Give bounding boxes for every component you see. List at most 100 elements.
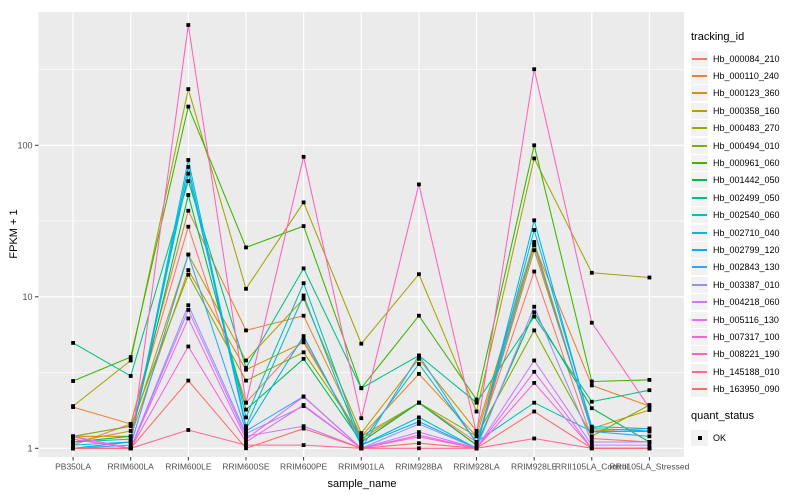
data-point xyxy=(301,296,306,301)
data-point xyxy=(589,406,594,411)
data-point xyxy=(301,394,306,399)
data-point xyxy=(417,356,421,361)
data-point xyxy=(71,446,75,451)
legend-key-line-icon xyxy=(692,388,707,391)
data-point xyxy=(186,87,191,91)
data-point xyxy=(474,441,479,446)
legend-entry: Hb_000084_210 xyxy=(691,50,780,67)
data-point xyxy=(359,443,364,447)
legend-key-line-icon xyxy=(692,318,707,321)
data-point xyxy=(532,269,537,274)
data-point xyxy=(589,383,594,388)
data-point xyxy=(474,429,479,433)
legend-key-line-icon xyxy=(692,370,707,373)
y-tick-label: 1 xyxy=(27,443,32,453)
legend-entry: Hb_008221_190 xyxy=(691,346,780,363)
legend-key-line-icon xyxy=(692,75,707,78)
legend-entry: Hb_000483_270 xyxy=(691,120,780,137)
legend-key-box xyxy=(691,85,708,102)
data-point xyxy=(244,437,248,441)
data-point xyxy=(301,350,306,355)
data-point xyxy=(244,407,248,412)
y-tick-label: 10 xyxy=(22,292,32,302)
data-point xyxy=(128,358,133,363)
legend-key-box xyxy=(691,363,708,380)
legend-key-line-icon xyxy=(692,248,707,251)
y-tick-label: 100 xyxy=(17,140,32,150)
data-point xyxy=(532,143,537,148)
legend-key-box xyxy=(691,311,708,328)
legend-entry: Hb_005116_130 xyxy=(691,311,780,328)
data-point xyxy=(244,446,248,451)
x-tick-label: RRIM928LA xyxy=(453,462,500,472)
data-point xyxy=(417,353,421,358)
legend-entry-label: Hb_008221_190 xyxy=(713,349,780,360)
data-point xyxy=(417,372,421,376)
data-point xyxy=(532,314,537,319)
legend-entry: Hb_000961_060 xyxy=(691,154,780,172)
data-point xyxy=(301,356,306,361)
data-point xyxy=(244,245,248,250)
data-point xyxy=(244,365,248,370)
data-point xyxy=(244,434,248,439)
data-point xyxy=(244,415,248,420)
data-point xyxy=(128,424,133,429)
legend-entry: Hb_002843_130 xyxy=(691,259,780,276)
y-axis-title: FPKM + 1 xyxy=(8,209,20,259)
legend-entry-label: Hb_001442_050 xyxy=(713,175,780,186)
legend-entry: Hb_001442_050 xyxy=(691,172,780,189)
data-point xyxy=(128,355,133,359)
legend-key-box xyxy=(691,155,708,172)
data-point xyxy=(647,388,652,393)
legend-key-line-icon xyxy=(692,57,707,60)
data-point xyxy=(474,409,479,414)
data-point xyxy=(244,440,248,444)
legend-key-line-icon xyxy=(692,335,707,338)
data-point xyxy=(647,446,652,451)
data-point xyxy=(474,443,479,447)
data-point xyxy=(359,437,364,441)
data-point xyxy=(532,156,537,161)
legend-entry-label: Hb_000483_270 xyxy=(713,123,780,134)
data-point xyxy=(301,224,306,228)
data-point xyxy=(186,316,191,321)
data-point xyxy=(417,419,421,424)
data-point xyxy=(301,443,306,447)
data-point xyxy=(532,248,537,253)
legend-entry-label: Hb_002799_120 xyxy=(713,244,780,255)
legend-key-line-icon xyxy=(692,231,707,234)
data-point xyxy=(417,441,421,446)
data-point xyxy=(532,67,537,72)
legend-key-line-icon xyxy=(692,109,707,112)
data-point xyxy=(186,193,191,197)
legend-title-tracking-id: tracking_id xyxy=(691,31,745,43)
legend-key-box xyxy=(691,120,708,137)
data-point xyxy=(71,437,75,441)
data-point xyxy=(244,426,248,431)
data-point xyxy=(186,165,191,169)
data-point xyxy=(417,430,421,434)
legend-entry-label: Hb_004218_060 xyxy=(713,297,780,308)
data-point xyxy=(589,440,594,444)
data-point xyxy=(589,443,594,447)
data-point xyxy=(417,313,421,318)
data-point xyxy=(589,434,594,439)
data-point xyxy=(71,440,75,444)
legend-entry-label: Hb_002540_060 xyxy=(713,210,780,221)
data-point xyxy=(71,404,75,408)
legend-entry: Hb_000358_160 xyxy=(691,102,780,119)
data-point xyxy=(301,200,306,205)
legend-entry-label: Hb_002710_040 xyxy=(713,227,780,238)
data-point xyxy=(301,154,306,159)
data-point xyxy=(128,374,133,378)
legend-entry-label: OK xyxy=(713,432,727,443)
legend-entry-label: Hb_000123_360 xyxy=(713,88,780,99)
data-point xyxy=(647,275,652,280)
point-marker-icon xyxy=(697,435,702,440)
legend-key-box xyxy=(691,241,708,258)
data-point xyxy=(186,224,191,229)
data-point xyxy=(128,437,133,441)
data-point xyxy=(647,429,652,433)
data-point xyxy=(647,403,652,407)
